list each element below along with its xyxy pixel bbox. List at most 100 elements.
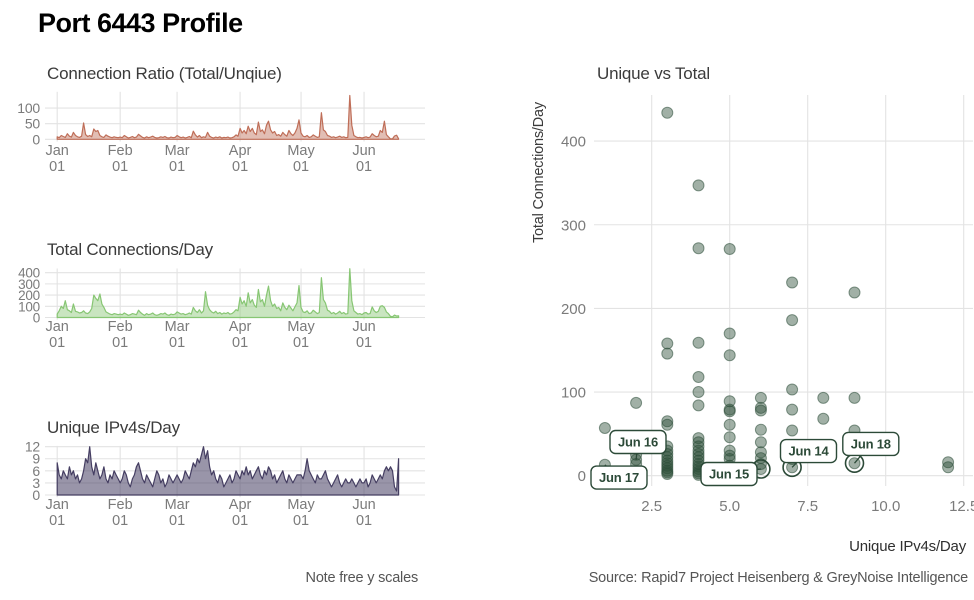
scatter-x-axis-title: Unique IPv4s/Day [849,538,966,555]
scatter-point [723,405,736,418]
x-tick-label: 01 [232,335,248,351]
scatter-point [692,399,705,412]
scatter-point [723,395,736,408]
scatter-point [661,418,674,431]
x-tick-label: 01 [169,159,185,175]
scatter-point [630,396,643,409]
x-tick-label: 01 [293,159,309,175]
y-tick-label: 400 [561,134,586,151]
y-tick-label: 300 [561,217,586,234]
scatter-point [817,391,830,404]
total-area-path [56,268,400,319]
y-tick-label: 9 [32,451,40,467]
scatter-chart-title: Unique vs Total [597,64,710,83]
scatter-point [786,424,799,437]
scatter-point [723,418,736,431]
page-title: Port 6443 Profile [38,8,243,38]
x-tick-label: 01 [112,159,128,175]
y-tick-label: 200 [18,288,40,303]
x-tick-label: 01 [356,335,372,351]
y-tick-label: 6 [32,463,40,479]
scatter-point [754,404,767,417]
x-tick-label: Apr [229,143,252,159]
x-tick-label: May [287,319,315,335]
x-tick-label: Feb [108,143,133,159]
scatter-point [661,468,674,480]
free-y-scales-note: Note free y scales [305,570,419,586]
scatter-point [723,327,736,340]
ratio-area-path [56,94,400,140]
x-tick-label: 01 [232,513,248,529]
x-tick-label: Apr [229,319,252,335]
x-tick-label: 01 [356,513,372,529]
scatter-point [723,349,736,362]
scatter-point [786,403,799,416]
point-label-box [700,461,758,487]
x-tick-label: Jan [45,497,68,513]
x-tick-label: 01 [169,513,185,529]
scatter-point [598,422,611,434]
point-label-box [590,465,648,490]
scatter-point [661,106,674,119]
source-caption: Source: Rapid7 Project Heisenberg & Grey… [588,570,969,586]
x-tick-label: Apr [229,497,252,513]
x-tick-label: 5.0 [719,498,740,515]
scatter-point [786,383,799,396]
x-tick-label: May [287,143,315,159]
ratio-chart-title: Connection Ratio (Total/Unqiue) [47,64,282,83]
scatter-point [661,415,674,428]
scatter-point [692,444,705,457]
x-tick-label: 01 [169,335,185,351]
y-tick-label: 0 [32,131,40,147]
scatter-point [692,448,705,460]
x-tick-label: 01 [49,513,65,529]
point-label-box [779,438,838,464]
x-tick-label: Mar [165,319,190,335]
y-tick-label: 300 [18,277,40,292]
point-label-text: Jun 17 [599,470,639,485]
scatter-point [723,449,736,462]
scatter-point [661,347,674,360]
scatter-point [692,436,705,449]
point-label-box [842,431,900,457]
x-tick-label: 01 [293,513,309,529]
scatter-point [723,243,736,255]
scatter-point [692,336,705,349]
y-tick-label: 0 [33,311,40,326]
unique-chart-title: Unique IPv4s/Day [47,418,180,437]
scatter-point [786,276,799,289]
x-tick-label: 7.5 [797,498,818,515]
y-tick-label: 100 [17,100,40,116]
scatter-point [942,461,955,474]
x-tick-label: 2.5 [641,498,662,515]
scatter-point [723,431,736,444]
scatter-point [692,242,705,255]
y-tick-label: 200 [561,301,586,318]
total-chart-title: Total Connections/Day [47,240,213,259]
y-tick-label: 12 [25,439,41,455]
x-tick-label: Mar [165,143,190,159]
x-tick-label: 01 [49,159,65,175]
x-tick-label: Jun [352,319,375,335]
scatter-point [754,391,767,404]
total-chart-plot: 0100200300400Jan01Feb01Mar01Apr01May01Ju… [18,266,425,351]
x-tick-label: Feb [108,497,133,513]
x-tick-label: 10.0 [871,498,900,515]
y-tick-label: 50 [25,116,41,132]
x-tick-label: Jan [45,143,68,159]
x-tick-label: May [287,497,315,513]
y-tick-label: 100 [561,385,586,402]
scatter-point [692,451,705,464]
x-tick-label: Mar [165,497,190,513]
scatter-point [692,179,705,192]
point-label-text: Jun 16 [618,435,658,450]
x-tick-label: 01 [232,159,248,175]
scatter-point [692,371,705,383]
scatter-point [692,386,705,398]
y-tick-label: 0 [32,487,40,503]
point-label-text: Jun 18 [851,436,891,451]
x-tick-label: Feb [108,319,133,335]
scatter-point [754,436,767,449]
